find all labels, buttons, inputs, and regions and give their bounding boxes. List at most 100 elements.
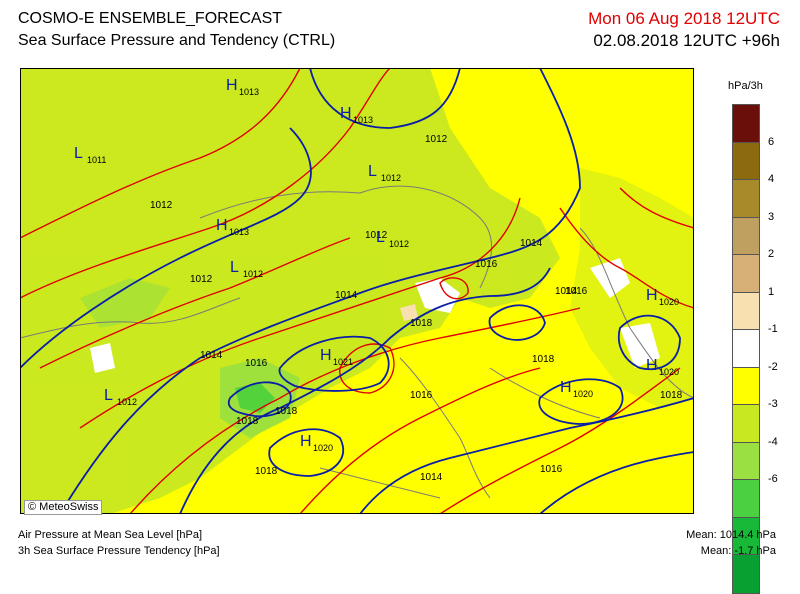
legend-color-box	[733, 180, 759, 218]
map-frame	[20, 68, 694, 514]
pressure-centre: H 1013	[226, 77, 259, 97]
isobar-label: 1014	[555, 286, 578, 297]
svg-text:H: H	[226, 77, 238, 94]
legend-label: -3	[768, 398, 778, 410]
svg-text:H: H	[340, 105, 352, 122]
svg-text:H: H	[300, 433, 312, 450]
svg-text:L: L	[368, 163, 377, 180]
legend-color-box	[733, 405, 759, 443]
legend-label: -4	[768, 435, 778, 448]
svg-text:1012: 1012	[243, 269, 263, 279]
legend-color-box	[733, 442, 759, 480]
svg-text:L: L	[376, 229, 385, 246]
init-time: 02.08.2018 12UTC +96h	[593, 31, 780, 50]
pressure-centre: L 1012	[230, 259, 263, 279]
pressure-centre: L 1012	[376, 229, 409, 249]
pressure-centre: H 1020	[560, 379, 593, 399]
isobar-label: 1016	[245, 358, 268, 369]
legend-color-box	[733, 555, 759, 593]
isobar-label: 1018	[660, 390, 683, 401]
chart-title: COSMO-E ENSEMBLE_FORECAST	[18, 10, 283, 27]
svg-text:1013: 1013	[353, 115, 373, 125]
isobar-label: 1014	[335, 290, 358, 301]
svg-text:1020: 1020	[313, 443, 333, 453]
legend-label: -1	[768, 323, 778, 335]
forecast-map: 1012 1012 1012 1012 1014 1014 1014 1014 …	[20, 68, 694, 514]
tendency-field	[20, 68, 694, 514]
svg-text:H: H	[560, 379, 572, 396]
svg-text:L: L	[74, 145, 83, 162]
isobar-label: 1018	[532, 354, 555, 365]
legend-color-box	[733, 367, 759, 405]
legend-label: 1	[768, 285, 775, 298]
isobar-label: 1018	[275, 406, 298, 417]
legend-color-box	[733, 517, 759, 555]
isobar-label: 1018	[255, 466, 278, 477]
footer-line-1: Air Pressure at Mean Sea Level [hPa]	[18, 529, 203, 541]
svg-text:1020: 1020	[573, 389, 593, 399]
isobar-label: 1016	[540, 464, 563, 475]
svg-text:1020: 1020	[659, 297, 679, 307]
isobar-label: 1016	[565, 286, 588, 297]
copyright-badge: © MeteoSwiss	[24, 500, 103, 515]
isobar-label: 1012	[150, 200, 173, 211]
pressure-centre: H 1013	[340, 105, 373, 125]
svg-text:H: H	[646, 357, 658, 374]
pressure-centres: H 1013 H 1013 L 1011 L 1012 H 1013 L 1012 L 101…	[74, 77, 679, 453]
svg-text:1020: 1020	[659, 367, 679, 377]
svg-text:H: H	[216, 217, 228, 234]
svg-text:L: L	[230, 259, 239, 276]
legend-color-box	[733, 105, 759, 143]
mean-pressure: Mean: 1014.4 hPa	[686, 529, 776, 541]
svg-text:1012: 1012	[117, 397, 137, 407]
legend-label: -6	[768, 473, 778, 485]
svg-text:H: H	[646, 287, 658, 304]
svg-text:1012: 1012	[389, 239, 409, 249]
legend-color-box	[733, 330, 759, 368]
pressure-centre: H 1020	[646, 357, 679, 377]
pressure-centre: H 1013	[216, 217, 249, 237]
legend-unit: hPa/3h	[728, 80, 763, 92]
legend-label: 4	[768, 173, 775, 185]
isobar-label: 1014	[200, 350, 223, 361]
isobar-label: 1016	[410, 390, 433, 401]
isobar-label: 1016	[475, 259, 498, 270]
isobar-label: 1012	[425, 134, 448, 145]
legend-color-box	[733, 217, 759, 255]
pressure-centre: L 1012	[368, 163, 401, 183]
legend-color-box	[733, 142, 759, 180]
isobar-label: 1012	[190, 274, 213, 285]
svg-text:1021: 1021	[333, 357, 353, 367]
legend-label: 6	[768, 135, 775, 148]
legend-label: 2	[768, 248, 775, 260]
isobar-labels: 1012 1012 1012 1012 1014 1014 1014 1014 …	[150, 134, 683, 483]
isobars	[20, 68, 694, 514]
legend-label: 3	[768, 210, 775, 223]
isobar-label: 1018	[410, 318, 433, 329]
isobar-label: 1012	[365, 230, 388, 241]
chart-subtitle: Sea Surface Pressure and Tendency (CTRL)	[18, 32, 336, 49]
pressure-centre: L 1011	[74, 145, 106, 165]
color-legend	[732, 104, 760, 594]
pressure-centre: H 1020	[646, 287, 679, 307]
isobar-label: 1018	[236, 416, 259, 427]
legend-label: -2	[768, 360, 778, 373]
valid-time: Mon 06 Aug 2018 12UTC	[588, 9, 780, 28]
footer-line-2: 3h Sea Surface Pressure Tendency [hPa]	[18, 545, 220, 557]
isobar-label: 1014	[420, 472, 443, 483]
legend-color-box	[733, 292, 759, 330]
tendency-isolines	[20, 68, 694, 514]
pressure-centre: H 1020	[300, 433, 333, 453]
pressure-centre: H 1021	[320, 347, 353, 367]
svg-text:H: H	[320, 347, 332, 364]
mean-tendency: Mean: -1.7 hPa	[700, 545, 776, 557]
svg-text:1011: 1011	[87, 155, 106, 165]
svg-text:L: L	[104, 387, 113, 404]
svg-text:1013: 1013	[229, 227, 249, 237]
svg-text:1013: 1013	[239, 87, 259, 97]
svg-text:1012: 1012	[381, 173, 401, 183]
legend-color-box	[733, 255, 759, 293]
isobar-label: 1014	[520, 238, 543, 249]
pressure-centre: L 1012	[104, 387, 137, 407]
legend-color-box	[733, 480, 759, 518]
